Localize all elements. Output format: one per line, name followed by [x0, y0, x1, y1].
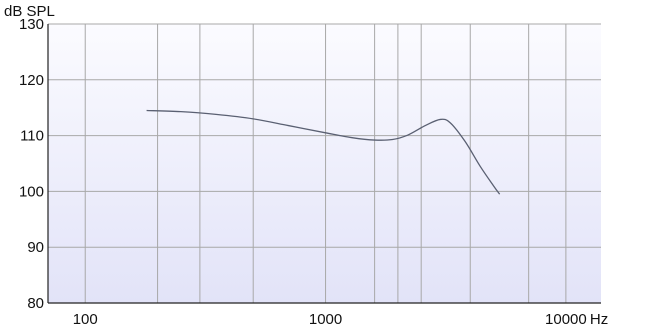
data-point — [179, 110, 182, 113]
data-point — [463, 140, 466, 143]
x-axis-unit-label: Hz — [590, 311, 608, 328]
data-point — [145, 109, 148, 112]
y-tick-label: 110 — [20, 128, 44, 145]
data-point — [324, 131, 327, 134]
y-tick-label: 90 — [27, 239, 44, 256]
data-point — [252, 117, 255, 120]
data-point — [214, 113, 217, 116]
series-layer — [145, 109, 501, 196]
data-point — [287, 124, 290, 127]
plot-area — [48, 24, 601, 303]
data-point — [498, 193, 501, 196]
x-tick-label: 10000 — [545, 311, 587, 328]
x-tick-label: 100 — [73, 311, 98, 328]
data-point — [406, 134, 409, 137]
data-point — [373, 139, 376, 142]
y-tick-label: 130 — [19, 16, 44, 33]
y-tick-label: 120 — [19, 72, 44, 89]
y-axis-unit-label: dB SPL — [4, 3, 55, 20]
data-point — [391, 138, 394, 141]
data-point — [492, 184, 495, 187]
y-tick-label: 80 — [27, 295, 44, 312]
y-tick-labels: 80 90 100 110 120 130 — [19, 16, 44, 312]
data-point — [351, 136, 354, 139]
x-tick-label: 1000 — [309, 311, 342, 328]
data-point — [439, 118, 442, 121]
x-tick-labels: 100 1000 10000 — [73, 311, 587, 328]
data-point — [424, 124, 427, 127]
y-tick-label: 100 — [19, 183, 44, 200]
series-line — [146, 109, 501, 195]
data-point — [479, 165, 482, 168]
vertical-gridlines — [84, 24, 567, 303]
data-point — [449, 121, 452, 124]
